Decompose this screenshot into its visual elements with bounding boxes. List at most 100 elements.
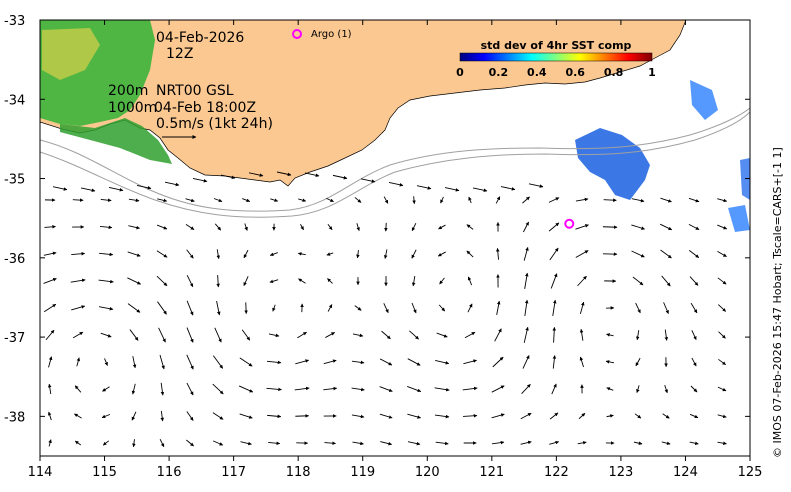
- current-arrow: [549, 412, 559, 420]
- x-tick-label: 124: [673, 465, 698, 480]
- current-arrow: [213, 198, 223, 203]
- current-arrow: [468, 196, 472, 204]
- current-arrow: [634, 413, 642, 419]
- current-arrow: [380, 441, 393, 446]
- current-arrow: [552, 355, 557, 369]
- current-arrow: [660, 249, 672, 259]
- current-arrow: [127, 277, 141, 285]
- current-arrow: [326, 252, 334, 256]
- y-tick-label: -35: [4, 173, 25, 188]
- current-arrow: [71, 305, 86, 311]
- current-arrow: [379, 386, 393, 392]
- current-arrow: [164, 181, 180, 187]
- x-tick-label: 120: [415, 465, 440, 480]
- current-arrow: [462, 413, 478, 418]
- depth-1000-label: 1000m: [108, 100, 157, 116]
- current-arrow: [688, 197, 700, 203]
- current-arrow: [662, 413, 670, 419]
- current-arrow: [239, 357, 253, 367]
- current-arrow: [48, 356, 53, 368]
- current-arrow: [575, 250, 589, 258]
- current-arrow: [522, 355, 530, 369]
- current-arrow: [381, 330, 391, 340]
- current-arrow: [220, 174, 236, 180]
- current-arrow: [496, 300, 501, 315]
- current-arrow: [240, 441, 252, 446]
- current-arrow: [132, 439, 136, 448]
- current-arrow: [354, 305, 362, 311]
- current-arrow: [491, 413, 505, 419]
- current-arrow: [248, 172, 264, 177]
- current-arrow: [411, 302, 417, 314]
- current-arrow: [579, 356, 584, 368]
- current-arrow: [438, 304, 446, 312]
- x-tick-label: 114: [28, 465, 53, 480]
- colorbar-title: std dev of 4hr SST comp: [481, 39, 632, 52]
- current-arrow: [74, 413, 82, 419]
- current-arrow: [466, 224, 474, 230]
- current-vectors: [43, 171, 728, 448]
- current-arrow: [495, 196, 501, 204]
- current-arrow: [690, 385, 698, 393]
- depth-200-label: 200m: [108, 83, 148, 99]
- current-arrow: [444, 187, 460, 192]
- current-arrow: [660, 223, 673, 231]
- current-arrow: [98, 306, 114, 311]
- current-arrow: [156, 224, 168, 230]
- current-arrow: [466, 250, 474, 258]
- current-arrow: [304, 172, 320, 178]
- current-arrow: [327, 278, 333, 284]
- current-arrow: [549, 440, 560, 445]
- current-arrow: [327, 223, 333, 231]
- scale-label: 0.5m/s (1kt 24h): [156, 116, 273, 132]
- colorbar-tick-label: 0.6: [565, 66, 585, 79]
- current-arrow: [212, 383, 224, 395]
- x-tick-label: 116: [157, 465, 182, 480]
- current-arrow: [352, 333, 364, 338]
- current-arrow: [548, 197, 560, 203]
- current-arrow: [548, 222, 560, 232]
- x-tick-label: 121: [479, 465, 504, 480]
- current-arrow: [379, 358, 393, 366]
- current-arrow: [411, 249, 417, 259]
- current-arrow: [660, 197, 672, 203]
- current-arrow: [550, 273, 558, 289]
- current-arrow: [267, 414, 282, 419]
- current-arrow: [435, 360, 450, 365]
- current-arrow: [100, 332, 112, 338]
- current-arrow: [270, 198, 279, 202]
- current-arrow: [192, 178, 208, 183]
- current-arrow: [407, 441, 421, 446]
- current-arrow: [212, 412, 224, 420]
- x-tick-label: 115: [92, 465, 117, 480]
- colorbar-tick-label: 0.4: [527, 66, 547, 79]
- current-arrow: [492, 356, 504, 368]
- current-arrow: [691, 357, 697, 367]
- current-arrow: [494, 328, 502, 342]
- argo-floats: [564, 218, 575, 229]
- current-arrow: [528, 183, 544, 188]
- current-arrow: [101, 413, 111, 419]
- current-arrow: [244, 223, 248, 231]
- current-arrow: [102, 386, 110, 392]
- current-arrow: [383, 249, 388, 259]
- current-arrow: [100, 225, 113, 230]
- current-arrow: [411, 275, 416, 287]
- current-arrow: [186, 300, 194, 316]
- x-tick-label: 123: [608, 465, 633, 480]
- current-arrow: [717, 304, 727, 312]
- current-arrow: [416, 185, 432, 190]
- date-label: 04-Feb-2026: [156, 30, 244, 46]
- current-arrow: [212, 355, 224, 369]
- current-arrow: [160, 382, 165, 396]
- current-arrow: [688, 250, 700, 258]
- current-arrow: [294, 386, 310, 391]
- current-arrow: [47, 411, 52, 421]
- current-arrow: [491, 440, 505, 445]
- current-arrow: [411, 222, 417, 232]
- current-arrow: [664, 329, 669, 341]
- current-arrow: [520, 412, 532, 420]
- current-arrow: [48, 439, 52, 447]
- current-arrow: [523, 221, 529, 233]
